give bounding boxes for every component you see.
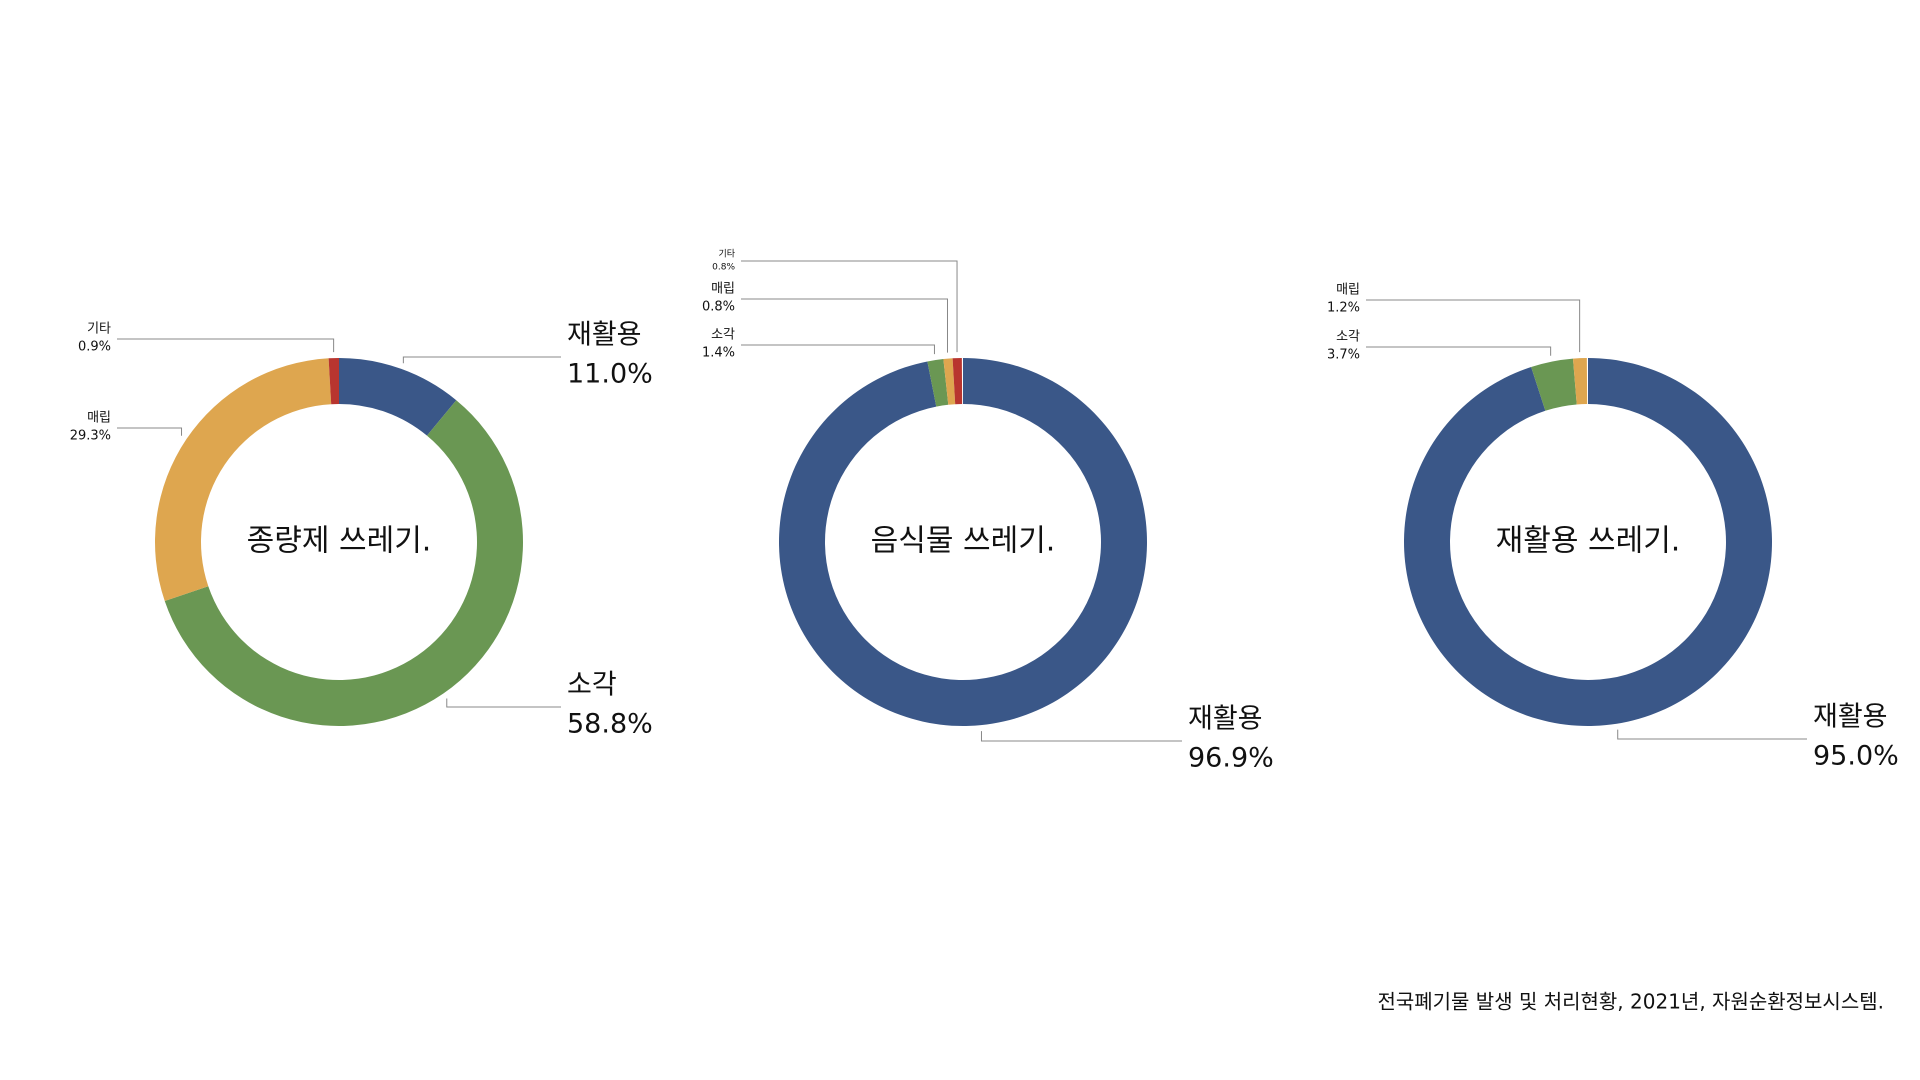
slice-label: 재활용 bbox=[1813, 702, 1888, 733]
chart-title: 음식물 쓰레기. bbox=[871, 524, 1056, 559]
slice-label: 소각 bbox=[567, 670, 617, 701]
donut-slice bbox=[927, 359, 949, 407]
slice-value: 11.0% bbox=[567, 359, 653, 390]
donut-slice bbox=[164, 400, 523, 727]
leader-line bbox=[1366, 299, 1581, 353]
source: 전국폐기물 발생 및 처리현황, 2021년, 자원순환정보시스템. bbox=[1377, 990, 1884, 1014]
slice-value: 1.4% bbox=[702, 346, 735, 361]
slice-label: 기타 bbox=[718, 249, 735, 260]
leader-line bbox=[1617, 729, 1807, 740]
chart-title: 재활용 쓰레기. bbox=[1496, 524, 1681, 559]
slice-value: 0.8% bbox=[712, 263, 735, 273]
slice-value: 58.8% bbox=[567, 709, 653, 740]
leader-line bbox=[741, 344, 935, 355]
slice-value: 0.9% bbox=[78, 340, 111, 355]
donut-slice bbox=[328, 358, 339, 405]
leader-line bbox=[980, 731, 1182, 742]
leader-line bbox=[1366, 346, 1552, 356]
leader-line bbox=[117, 427, 183, 436]
slice-value: 1.2% bbox=[1327, 301, 1360, 316]
slice-label: 기타 bbox=[87, 322, 111, 337]
slice-value: 29.3% bbox=[70, 429, 111, 444]
donut-slice bbox=[339, 358, 457, 436]
slice-label: 소각 bbox=[1336, 330, 1360, 345]
slice-value: 96.9% bbox=[1188, 743, 1274, 774]
slice-label: 재활용 bbox=[1188, 704, 1263, 735]
leader-line bbox=[446, 698, 561, 708]
donut-slice bbox=[1572, 358, 1588, 405]
chart-title: 종량제 쓰레기. bbox=[247, 524, 432, 559]
donut-slice bbox=[952, 358, 963, 405]
slice-label: 재활용 bbox=[567, 320, 642, 351]
leader-line bbox=[741, 260, 958, 353]
slice-label: 매립 bbox=[87, 411, 111, 426]
slice-label: 소각 bbox=[711, 328, 735, 343]
donut-slice bbox=[943, 358, 956, 405]
slice-value: 3.7% bbox=[1327, 348, 1360, 363]
leader-line bbox=[741, 298, 948, 353]
leader-line bbox=[117, 338, 335, 353]
slice-label: 매립 bbox=[711, 282, 735, 297]
slice-value: 95.0% bbox=[1813, 741, 1899, 772]
slice-label: 매립 bbox=[1336, 283, 1360, 298]
donut-slice bbox=[1531, 358, 1577, 411]
leader-line bbox=[402, 356, 561, 364]
donut-slice bbox=[155, 358, 332, 602]
slice-value: 0.8% bbox=[702, 300, 735, 315]
